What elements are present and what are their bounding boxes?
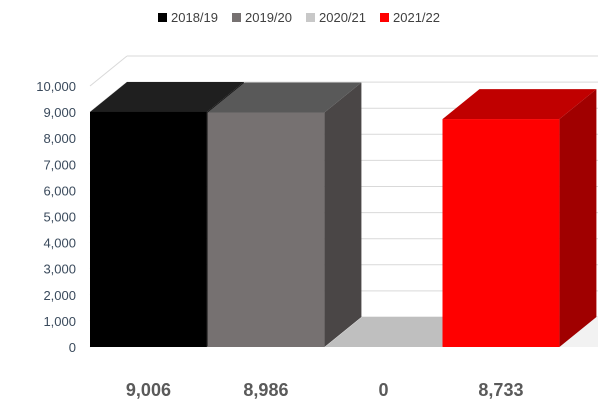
bar-top — [90, 81, 244, 112]
legend-swatch — [306, 12, 315, 22]
bar-side — [324, 82, 362, 348]
legend-item-2019-20: 2019/20 — [232, 10, 292, 25]
bar-top — [325, 317, 479, 347]
y-tick-label: 3,000 — [43, 262, 76, 277]
bar — [90, 111, 207, 348]
y-tick-label: 10,000 — [36, 79, 76, 94]
data-label: 0 — [378, 380, 388, 400]
y-tick-label: 9,000 — [43, 105, 76, 120]
legend-swatch — [232, 12, 241, 22]
y-tick-label: 7,000 — [43, 157, 76, 172]
legend-item-2021-22: 2021/22 — [380, 10, 440, 25]
legend-label: 2020/21 — [319, 9, 366, 25]
data-label: 8,986 — [243, 380, 288, 400]
legend-swatch — [380, 12, 389, 22]
y-tick-label: 2,000 — [43, 288, 76, 303]
y-tick-label: 6,000 — [43, 183, 76, 198]
bar — [207, 112, 325, 348]
data-label: 8,733 — [478, 380, 523, 400]
legend-label: 2021/22 — [393, 9, 440, 25]
legend-label: 2019/20 — [245, 9, 292, 25]
legend-label: 2018/19 — [171, 9, 218, 25]
data-label: 9,006 — [126, 380, 171, 400]
bar — [442, 119, 560, 348]
y-tick-label: 5,000 — [43, 210, 76, 225]
y-tick-label: 1,000 — [43, 314, 76, 329]
bar-top — [207, 82, 362, 113]
y-tick-label: 8,000 — [43, 131, 76, 146]
legend-item-2018-19: 2018/19 — [158, 10, 218, 25]
legend-item-2020-21: 2020/21 — [306, 10, 366, 25]
bar-top — [442, 89, 597, 120]
chart-legend: 2018/19 2019/20 2020/21 2021/22 — [0, 6, 598, 28]
bar-side — [559, 89, 597, 348]
legend-swatch — [158, 12, 167, 22]
y-tick-label: 0 — [69, 340, 76, 355]
y-tick-label: 4,000 — [43, 236, 76, 251]
gridline-depth — [89, 55, 128, 87]
